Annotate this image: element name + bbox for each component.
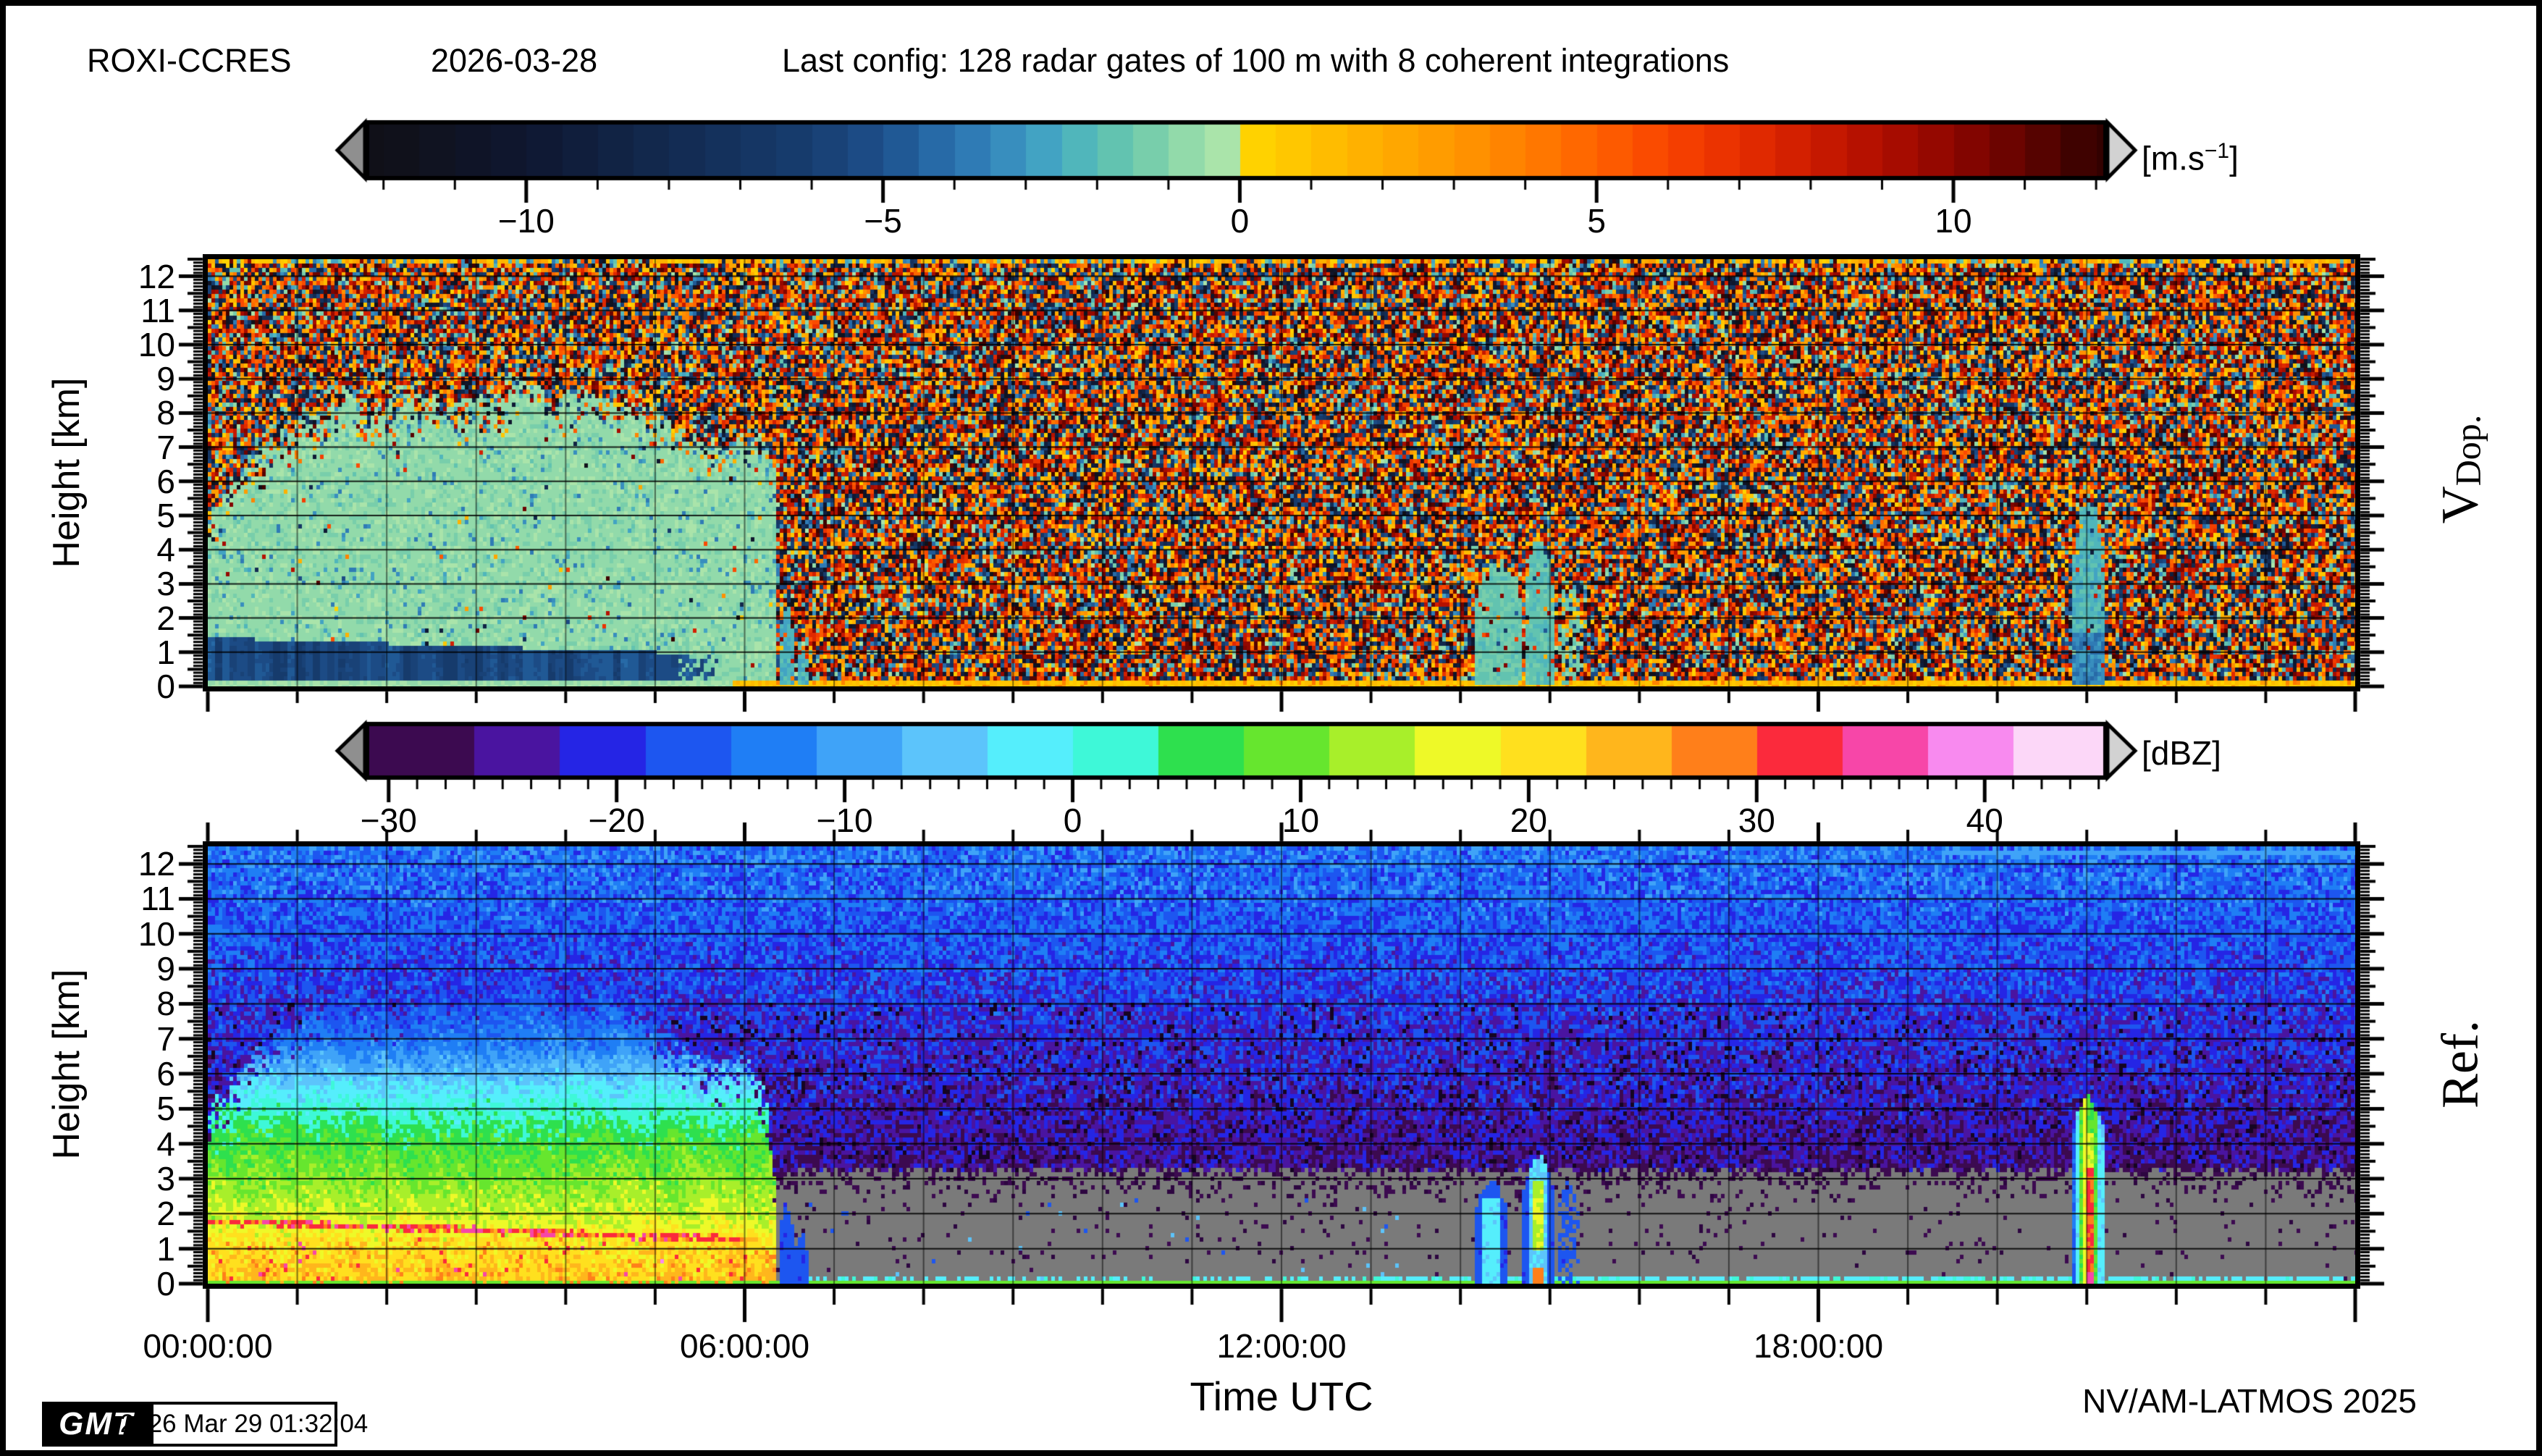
time-axis-tick-label: 06:00:00 [679,1327,810,1365]
reflectivity-colorbar-tick-label: 30 [1738,801,1775,839]
time-axis-tick-label: 12:00:00 [1216,1327,1347,1365]
ref-height-tick-label: 12 [138,845,175,883]
vdop-side-label: VDop. [2431,415,2491,524]
velocity-colorbar [329,116,2143,185]
config-label: Last config: 128 radar gates of 100 m wi… [782,42,1730,79]
reflectivity-colorbar-tick-label: −10 [816,801,873,839]
vdop-side-label-sub: Dop. [2447,414,2488,487]
reflectivity-colorbar-tick-label: 0 [1063,801,1082,839]
velocity-colorbar-tick-label: 0 [1230,202,1250,240]
ref-heatmap [208,846,2355,1284]
velocity-colorbar-tick-label: 5 [1587,202,1607,240]
reflectivity-colorbar-tick-label: 10 [1281,801,1320,839]
vdop-height-tick-label: 11 [140,291,175,329]
reflectivity-colorbar-tick-label: −20 [588,801,645,839]
reflectivity-colorbar [329,718,2143,786]
vdop-height-tick-label: 10 [138,326,175,363]
date-label: 2026-03-28 [431,42,598,79]
station-name: ROXI-CCRES [87,42,292,79]
ref-height-tick-label: 1 [156,1229,175,1268]
velocity-unit-label: [m.s−1] [2142,127,2239,182]
ref-height-tick-label: 0 [156,1265,175,1303]
ref-side-label: Ref. [2431,1020,2489,1108]
velocity-colorbar-tick-label: −5 [864,202,902,240]
velocity-colorbar-tick-label: 10 [1935,202,1972,240]
ref-yaxis-title: Height [km] [46,969,88,1160]
vdop-height-tick-label: 3 [156,565,175,603]
vdop-height-tick-label: 1 [156,633,175,671]
ref-height-tick-label: 3 [156,1160,175,1198]
ref-height-tick-label: 10 [138,914,175,953]
velocity-colorbar-tick-label: −10 [497,202,555,240]
reflectivity-unit-label: [dBZ] [2142,734,2221,772]
vdop-height-tick-label: 0 [156,668,175,705]
time-axis-tick-label: 18:00:00 [1753,1327,1884,1365]
velocity-unit-suffix: ] [2229,139,2239,177]
ref-height-tick-label: 2 [156,1195,175,1233]
gmt-timestamp: 2026 Mar 29 01:32:04 [120,1402,368,1447]
credit-label: NV/AM-LATMOS 2025 [2082,1382,2417,1420]
velocity-unit-prefix: [m.s [2142,139,2205,177]
vdop-heatmap [208,259,2355,686]
reflectivity-colorbar-tick-label: 20 [1510,801,1547,839]
vdop-yaxis-title: Height [km] [46,377,88,568]
xaxis-title: Time UTC [1190,1373,1373,1419]
ref-panel-frame [203,841,2360,1289]
reflectivity-colorbar-tick-label: 40 [1966,801,2003,839]
vdop-height-tick-label: 2 [156,599,175,637]
ref-height-tick-label: 11 [140,880,175,918]
reflectivity-colorbar-tick-label: −30 [360,801,417,839]
vdop-side-label-main: V [2431,486,2489,524]
vdop-height-tick-label: 12 [138,257,175,295]
velocity-unit-sup: −1 [2204,139,2230,163]
time-axis-tick-label: 00:00:00 [143,1327,273,1365]
vdop-panel-frame [203,254,2360,691]
